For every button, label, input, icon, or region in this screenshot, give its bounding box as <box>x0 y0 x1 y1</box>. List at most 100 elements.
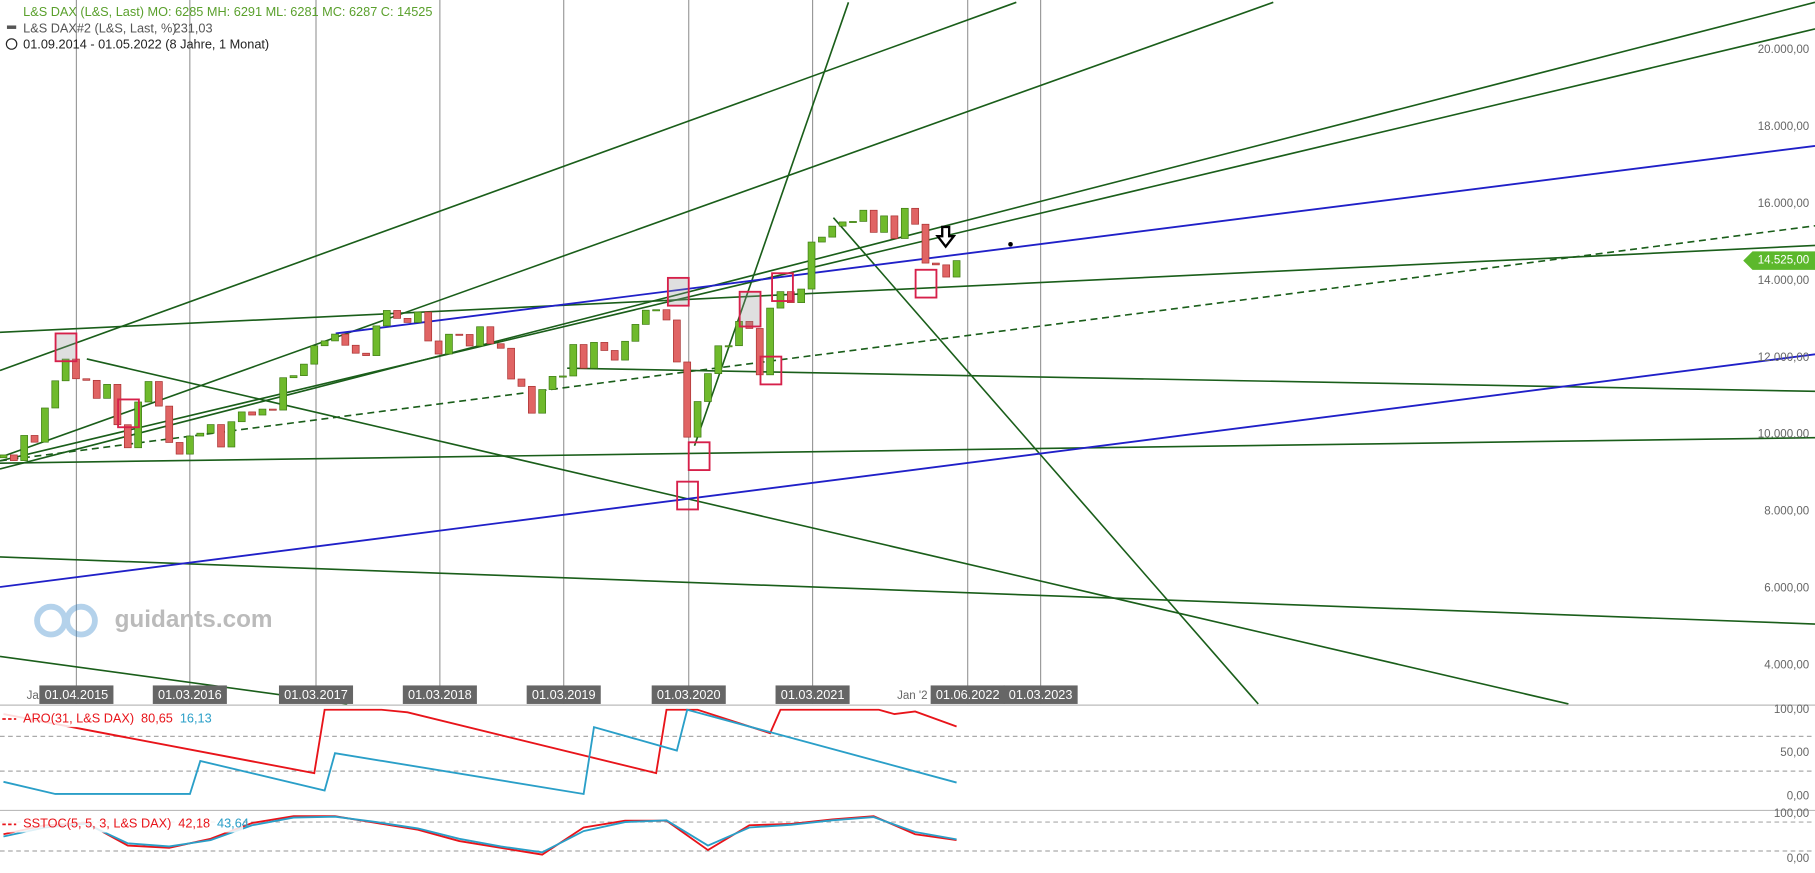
y-tick-label: 50,00 <box>1780 747 1809 759</box>
y-tick-label: 100,00 <box>1774 704 1809 716</box>
candle <box>932 262 940 266</box>
candle <box>548 376 557 390</box>
candle <box>92 379 101 399</box>
indicator-line <box>3 815 957 854</box>
candle <box>123 424 132 449</box>
candle <box>331 333 339 342</box>
candle <box>165 405 174 443</box>
date-label-bg <box>402 685 477 704</box>
candle <box>776 291 785 309</box>
date-label-bg <box>775 685 850 704</box>
candle <box>600 342 609 351</box>
trend-lines <box>0 1 1815 705</box>
logo <box>34 603 98 638</box>
candle <box>590 342 598 369</box>
candle <box>807 241 816 290</box>
candle <box>351 344 360 354</box>
candle <box>610 350 619 361</box>
candle <box>900 207 909 239</box>
y-tick-label: 0,00 <box>1787 791 1810 803</box>
candle <box>310 345 319 365</box>
candle <box>155 381 163 407</box>
candle <box>186 435 194 455</box>
y-tick-label: 18.000,00 <box>1758 121 1809 133</box>
legend-bg <box>0 816 244 833</box>
date-label: Jan '2 <box>897 690 927 702</box>
candle <box>382 310 391 327</box>
indicator-value: 43,64 <box>217 816 249 831</box>
markers <box>54 225 1013 511</box>
candle <box>662 309 671 321</box>
candle <box>849 221 857 223</box>
candle <box>641 309 650 325</box>
y-tick-label: 6.000,00 <box>1764 583 1809 595</box>
candle <box>921 223 930 264</box>
date-label: 01.03.2017 <box>284 687 348 702</box>
candle <box>559 375 567 378</box>
candle <box>414 311 422 323</box>
candle <box>144 381 153 403</box>
date-range: 01.09.2014 - 01.05.2022 (8 Jahre, 1 Mona… <box>23 37 269 52</box>
candle <box>652 309 660 312</box>
date-label: 01.03.2019 <box>532 687 596 702</box>
candle <box>206 424 215 434</box>
candle <box>517 378 526 387</box>
candle <box>10 454 18 461</box>
candle <box>248 411 256 416</box>
candle <box>51 380 60 409</box>
header-value: 231,03 <box>174 20 213 35</box>
candle <box>890 215 899 239</box>
candle <box>797 288 806 303</box>
date-label-bg <box>651 685 726 704</box>
indicator-name: SSTOC(5, 5, 3, L&S DAX) <box>23 816 171 831</box>
candle <box>227 421 236 448</box>
candle <box>300 363 308 376</box>
indicator-name: ARO(31, L&S DAX) <box>23 710 134 725</box>
price-tag-label: 14.525,00 <box>1758 255 1809 267</box>
candle <box>693 401 702 438</box>
candle <box>258 408 267 416</box>
date-label: Ja <box>27 690 40 702</box>
candle <box>237 411 246 423</box>
date-label: 01.03.2021 <box>781 687 845 702</box>
candle <box>631 324 640 342</box>
candle <box>476 326 484 347</box>
candle <box>0 454 8 459</box>
candle <box>103 384 111 399</box>
candle <box>528 385 536 414</box>
candle <box>486 326 495 345</box>
date-label-bg <box>152 685 227 704</box>
date-label-bg <box>278 685 354 704</box>
candle <box>880 215 888 233</box>
date-label: 01.03.2020 <box>657 687 721 702</box>
candle <box>61 358 70 382</box>
candle <box>424 311 433 342</box>
date-label-bg <box>526 685 601 704</box>
indicator-value: 80,65 <box>141 710 173 725</box>
candle <box>341 333 350 346</box>
candle <box>621 340 629 361</box>
candle <box>745 321 754 329</box>
price-tag <box>1743 251 1815 270</box>
date-label: 01.03.2016 <box>158 687 222 702</box>
candle <box>372 325 381 356</box>
candle <box>175 442 184 455</box>
clock-icon <box>5 38 18 50</box>
candle <box>279 377 288 411</box>
header-line: L&S DAX#2 (L&S, Last, %) <box>23 20 176 35</box>
date-label-bg <box>39 685 114 704</box>
indicator-value: 16,13 <box>180 710 212 725</box>
candle <box>952 260 961 278</box>
legend-bg <box>0 710 209 728</box>
candle <box>838 221 847 227</box>
candle <box>869 209 878 233</box>
candle <box>569 344 578 377</box>
date-label: 01.04.2015 <box>45 687 109 702</box>
candle <box>724 345 733 348</box>
indicator-line <box>3 708 957 796</box>
y-tick-label: 12.000,00 <box>1758 352 1809 364</box>
candle <box>828 225 837 238</box>
candle <box>859 209 868 222</box>
indicator-line <box>3 708 957 775</box>
